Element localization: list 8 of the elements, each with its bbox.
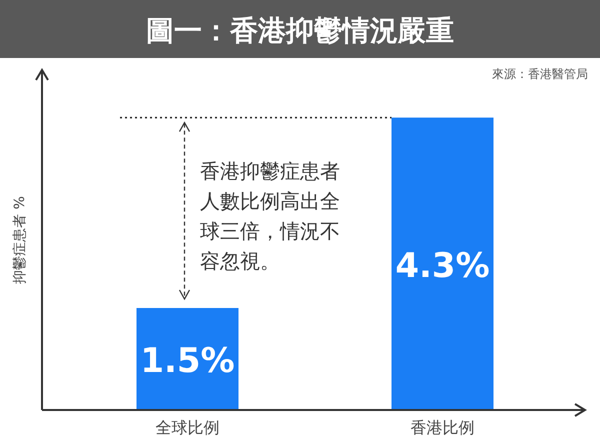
data-label: 1.5%: [140, 341, 235, 381]
annotation: 香港抑鬱症患者人數比例高出全球三倍，情況不容忽視。: [200, 159, 340, 273]
chart-title: 圖一：香港抑鬱情況嚴重: [146, 14, 454, 47]
x-tick-label: 香港比例: [410, 418, 474, 437]
annotation: 來源：香港醫管局: [492, 67, 588, 81]
x-tick-label: 全球比例: [156, 418, 220, 437]
data-label: 4.3%: [395, 246, 490, 286]
y-axis-title: 抑鬱症患者 %: [12, 196, 28, 284]
